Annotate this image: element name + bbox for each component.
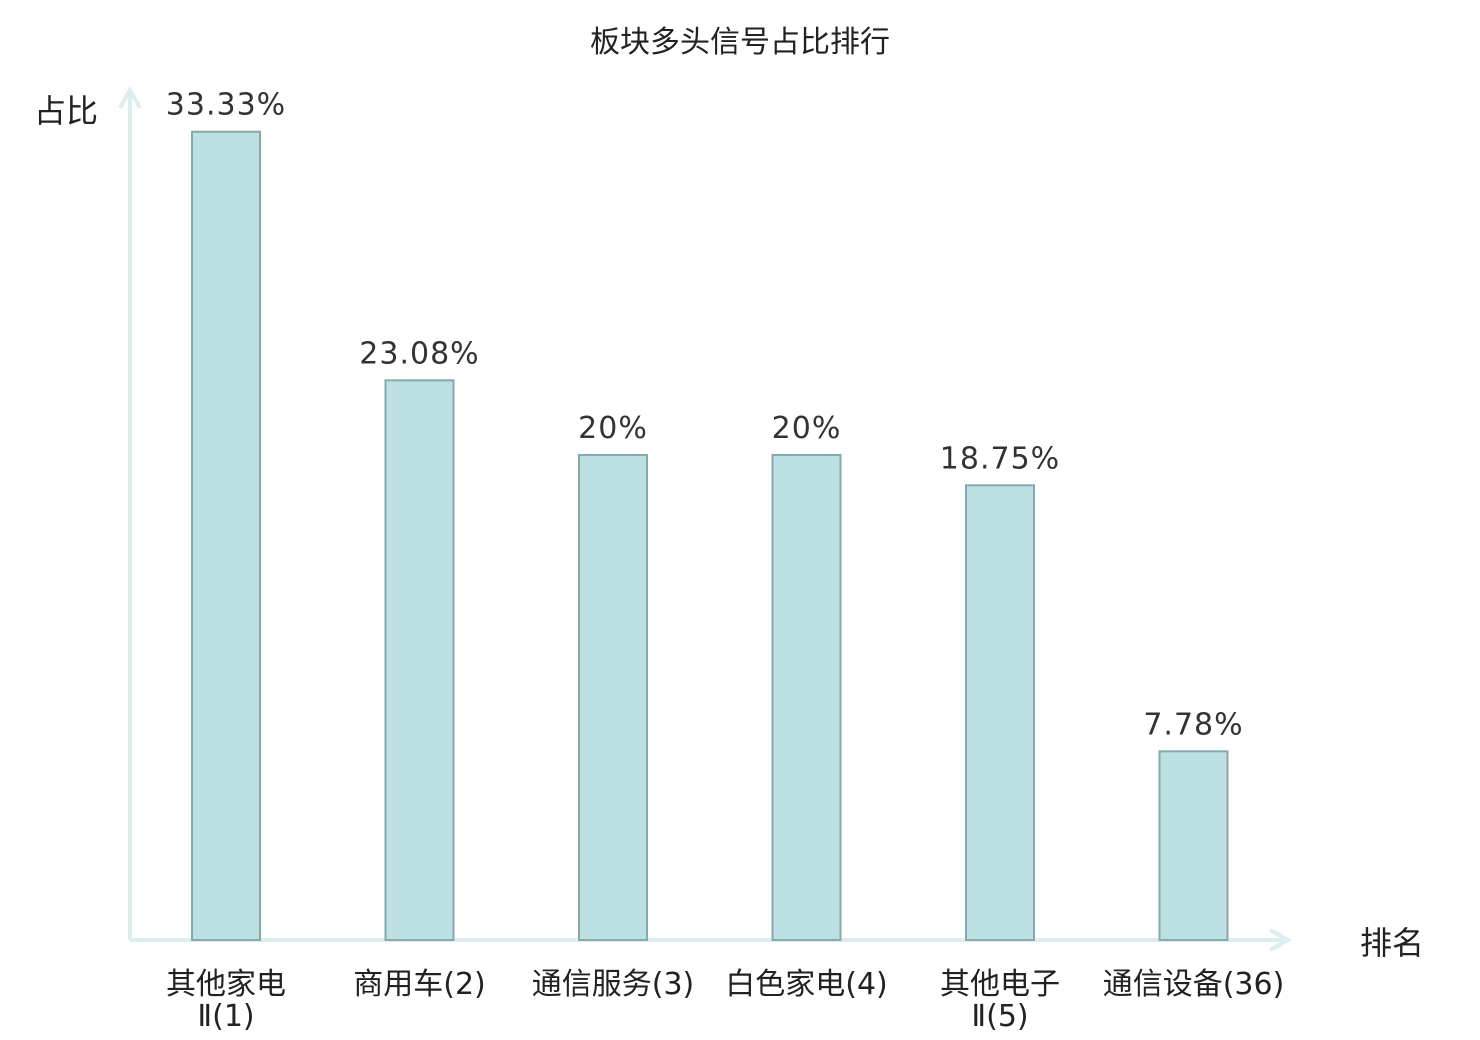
x-tick-label-4: 白色家电(4)	[725, 967, 888, 1002]
bar-5	[965, 484, 1035, 941]
bar-4	[771, 454, 842, 941]
x-axis-label: 排名	[1360, 924, 1424, 962]
data-label-6: 7.78%	[1143, 707, 1243, 742]
x-tick-label-5-line-1: 其他电子	[940, 967, 1060, 1002]
bar-3	[578, 454, 648, 941]
x-axis-arrow	[1269, 928, 1293, 952]
chart-title: 板块多头信号占比排行	[590, 25, 890, 60]
bar-6	[1158, 750, 1229, 942]
data-label-3: 20%	[578, 411, 648, 446]
x-tick-label-5-line-2: Ⅱ(5)	[971, 999, 1028, 1034]
data-label-1: 33.33%	[166, 88, 286, 123]
x-tick-label-3: 通信服务(3)	[532, 967, 695, 1002]
data-label-2: 23.08%	[359, 336, 479, 371]
data-label-5: 18.75%	[940, 441, 1060, 476]
bars-group	[191, 130, 1229, 942]
bar-2	[384, 379, 455, 941]
data-label-4: 20%	[772, 411, 842, 446]
y-axis-arrow	[118, 85, 142, 109]
x-tick-label-1-line-1: 其他家电	[166, 967, 286, 1002]
x-tick-label-1-line-2: Ⅱ(1)	[197, 999, 254, 1034]
x-tick-label-6: 通信设备(36)	[1103, 967, 1285, 1002]
data-labels-group: 33.33% 23.08% 20% 20% 18.75% 7.78%	[166, 88, 1243, 743]
x-tick-label-2: 商用车(2)	[353, 967, 486, 1002]
bar-1	[191, 130, 261, 941]
y-axis-label: 占比	[34, 92, 98, 130]
